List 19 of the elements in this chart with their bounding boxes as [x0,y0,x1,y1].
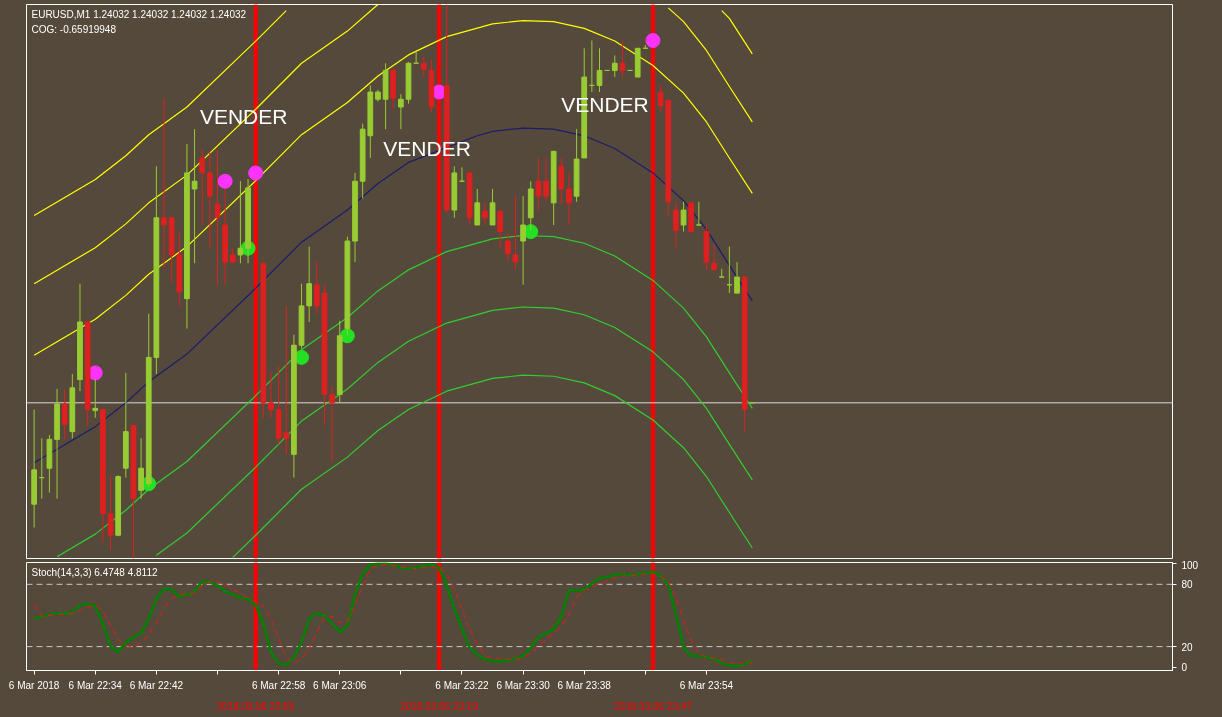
y-tick-label: 0 [1181,662,1188,674]
ref-line-label: 2018.03.06 23:47 [614,700,693,712]
x-tick-label: 6 Mar 2018 [8,679,60,691]
x-tick-label: 6 Mar 22:42 [129,679,184,691]
x-tick-label: 6 Mar 22:34 [68,679,123,691]
y-tick-label: 20 [1181,641,1194,653]
y-tick-label: 80 [1181,579,1194,591]
x-tick-label: 6 Mar 23:30 [496,679,551,691]
chart-title: EURUSD,M1 1.24032 1.24032 1.24032 1.24032 [31,8,247,20]
chart-title: Stoch(14,3,3) 6.4748 4.8112 [31,566,158,578]
ref-line-label: 2018.03.06 22:55 [216,700,296,712]
text: COG: -0.65919948 [31,23,117,35]
x-tick-label: 6 Mar 22:58 [251,679,306,691]
x-tick-label: 6 Mar 23:38 [557,679,612,691]
x-tick-label: 6 Mar 23:06 [313,679,367,691]
x-tick-label: 6 Mar 23:54 [679,679,734,691]
ref-line-label: 2018.03.06 23:19 [400,700,479,712]
y-tick-label: 100 [1181,559,1199,571]
x-tick-label: 6 Mar 23:22 [435,679,490,691]
